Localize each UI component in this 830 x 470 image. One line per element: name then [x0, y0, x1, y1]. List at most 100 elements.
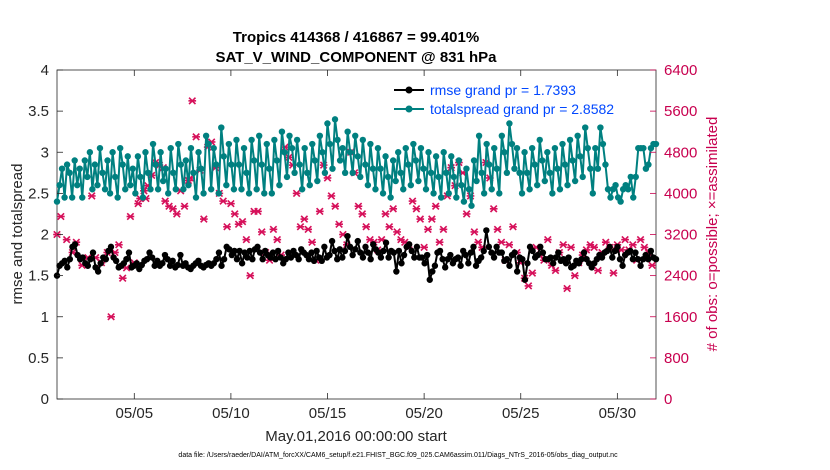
- rmse-point: [310, 257, 318, 265]
- rmse-point: [346, 243, 354, 251]
- obs-count-point: [420, 243, 428, 252]
- totalspread-point: [165, 190, 172, 197]
- totalspread-point: [66, 169, 73, 177]
- totalspread-point: [511, 165, 518, 172]
- totalspread-series: [53, 116, 660, 209]
- totalspread-point: [625, 186, 632, 193]
- obs-count-point: [200, 215, 208, 223]
- totalspread-line: [56, 118, 656, 207]
- totalspread-point: [516, 169, 523, 177]
- totalspread-point: [546, 169, 554, 177]
- totalspread-point: [283, 173, 291, 181]
- rmse-point: [164, 255, 171, 263]
- totalspread-point: [238, 186, 245, 193]
- y-axis-ticks: 0 0.5 1 1.5 2 2.5 3 3.5 4: [28, 62, 63, 408]
- rmse-point: [112, 257, 120, 265]
- totalspread-point: [76, 165, 83, 172]
- y-tick-label: 1.5: [28, 268, 49, 285]
- obs-count-point: [292, 189, 301, 198]
- rmse-point: [226, 246, 233, 253]
- obs-count-point: [87, 192, 96, 200]
- totalspread-point: [71, 157, 78, 164]
- totalspread-point: [96, 144, 104, 152]
- totalspread-point: [89, 186, 96, 193]
- rmse-point: [470, 243, 477, 251]
- obs-count-point: [470, 228, 479, 236]
- obs-count-point: [412, 205, 421, 213]
- rmse-point: [462, 251, 469, 259]
- totalspread-point: [357, 173, 364, 181]
- totalspread-point: [187, 144, 195, 152]
- obs-count-point: [304, 225, 313, 234]
- totalspread-point: [225, 140, 233, 148]
- totalspread-point: [334, 136, 341, 144]
- rmse-point: [313, 247, 320, 255]
- totalspread-point: [523, 169, 531, 177]
- totalspread-point: [430, 190, 437, 197]
- totalspread-point: [124, 153, 131, 160]
- rmse-point: [393, 268, 400, 275]
- totalspread-point: [159, 177, 167, 185]
- totalspread-point: [53, 198, 61, 205]
- rmse-point: [555, 249, 562, 256]
- totalspread-point: [640, 144, 647, 152]
- chart-title-line1: Tropics 414368 / 416867 = 99.401%: [233, 29, 479, 46]
- rmse-point: [215, 249, 223, 256]
- totalspread-point: [389, 157, 397, 164]
- rmse-point: [632, 249, 639, 256]
- totalspread-point: [240, 144, 248, 152]
- x-tick-label: 05/20: [405, 405, 443, 422]
- totalspread-point: [316, 132, 324, 139]
- obs-count-point: [192, 133, 200, 141]
- totalspread-point: [137, 173, 144, 181]
- totalspread-point: [127, 181, 134, 189]
- rmse-point: [64, 264, 71, 271]
- y-tick-label: 3.5: [28, 103, 49, 120]
- totalspread-point: [170, 169, 177, 177]
- totalspread-point: [594, 165, 602, 172]
- obs-count-point: [230, 210, 239, 218]
- totalspread-point: [142, 149, 149, 156]
- obs-count-point: [381, 210, 390, 218]
- obs-count-point: [389, 205, 398, 213]
- obs-count-point: [62, 235, 71, 244]
- totalspread-point: [74, 181, 81, 189]
- obs-count-point: [180, 202, 189, 210]
- totalspread-point: [122, 186, 129, 193]
- totalspread-point: [536, 136, 543, 144]
- rmse-point: [519, 255, 526, 263]
- rmse-point: [107, 243, 115, 251]
- totalspread-point: [364, 181, 372, 189]
- rmse-point: [364, 249, 372, 256]
- totalspread-point: [109, 149, 116, 156]
- rmse-point: [382, 239, 390, 246]
- totalspread-point: [192, 194, 200, 201]
- totalspread-point: [564, 181, 571, 189]
- rmse-point: [220, 255, 228, 263]
- totalspread-point: [632, 173, 639, 181]
- totalspread-point: [607, 194, 614, 201]
- rmse-point: [411, 254, 418, 261]
- totalspread-point: [556, 186, 564, 193]
- totalspread-point: [91, 161, 99, 168]
- x-tick-label: 05/05: [116, 405, 154, 422]
- rmse-point: [634, 255, 642, 263]
- rmse-point: [578, 255, 585, 263]
- totalspread-point: [627, 173, 634, 181]
- totalspread-point: [506, 120, 513, 127]
- rmse-point: [488, 249, 495, 256]
- totalspread-point: [526, 186, 533, 193]
- rmse-point: [331, 247, 338, 255]
- rmse-point: [277, 254, 284, 261]
- totalspread-point: [571, 177, 579, 185]
- rmse-point: [465, 260, 472, 267]
- rmse-point: [441, 264, 449, 271]
- rmse-point: [254, 243, 261, 251]
- totalspread-point: [180, 186, 187, 193]
- rmse-point: [143, 255, 151, 263]
- totalspread-point: [367, 140, 374, 148]
- totalspread-point: [255, 132, 263, 139]
- rmse-point: [418, 254, 426, 261]
- obs-count-point: [257, 228, 266, 236]
- obs-count-point: [269, 225, 278, 234]
